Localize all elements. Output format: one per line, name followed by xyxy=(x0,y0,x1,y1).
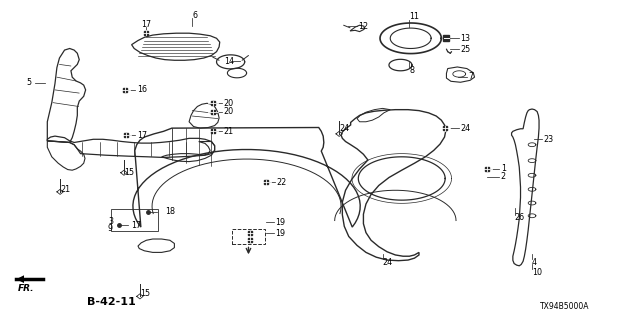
Text: 15: 15 xyxy=(124,168,134,177)
Text: 25: 25 xyxy=(461,44,471,54)
Text: 4: 4 xyxy=(532,258,537,267)
Text: 9: 9 xyxy=(108,224,113,233)
Text: 21: 21 xyxy=(223,127,233,136)
Text: 7: 7 xyxy=(468,72,474,81)
Text: FR.: FR. xyxy=(18,284,35,293)
Text: 26: 26 xyxy=(515,213,525,222)
Text: 20: 20 xyxy=(223,99,233,108)
Text: 18: 18 xyxy=(166,207,175,216)
Text: B-42-11: B-42-11 xyxy=(87,297,136,307)
Text: 10: 10 xyxy=(532,268,542,277)
Text: 17: 17 xyxy=(132,221,141,230)
Text: 22: 22 xyxy=(276,178,287,187)
Text: 5: 5 xyxy=(26,78,31,87)
Text: 11: 11 xyxy=(410,12,419,21)
Text: 19: 19 xyxy=(275,229,285,238)
Text: TX94B5000A: TX94B5000A xyxy=(540,302,590,311)
Text: 21: 21 xyxy=(60,185,70,194)
Bar xyxy=(111,209,159,231)
Text: 24: 24 xyxy=(339,124,349,133)
Text: 17: 17 xyxy=(137,131,147,140)
Text: 24: 24 xyxy=(461,124,470,132)
Text: 2: 2 xyxy=(500,172,506,181)
Text: 24: 24 xyxy=(383,258,393,267)
Text: 19: 19 xyxy=(275,218,285,227)
Text: 3: 3 xyxy=(108,217,113,226)
Text: 23: 23 xyxy=(543,135,554,144)
Text: 15: 15 xyxy=(140,289,150,298)
Text: 6: 6 xyxy=(192,11,197,20)
Text: 16: 16 xyxy=(137,85,147,94)
Text: 20: 20 xyxy=(223,107,233,116)
Text: 12: 12 xyxy=(358,22,369,31)
Text: 13: 13 xyxy=(461,34,470,43)
Text: 8: 8 xyxy=(410,66,415,75)
Text: 17: 17 xyxy=(141,20,151,29)
Text: 1: 1 xyxy=(500,164,506,173)
Text: 14: 14 xyxy=(224,57,234,66)
